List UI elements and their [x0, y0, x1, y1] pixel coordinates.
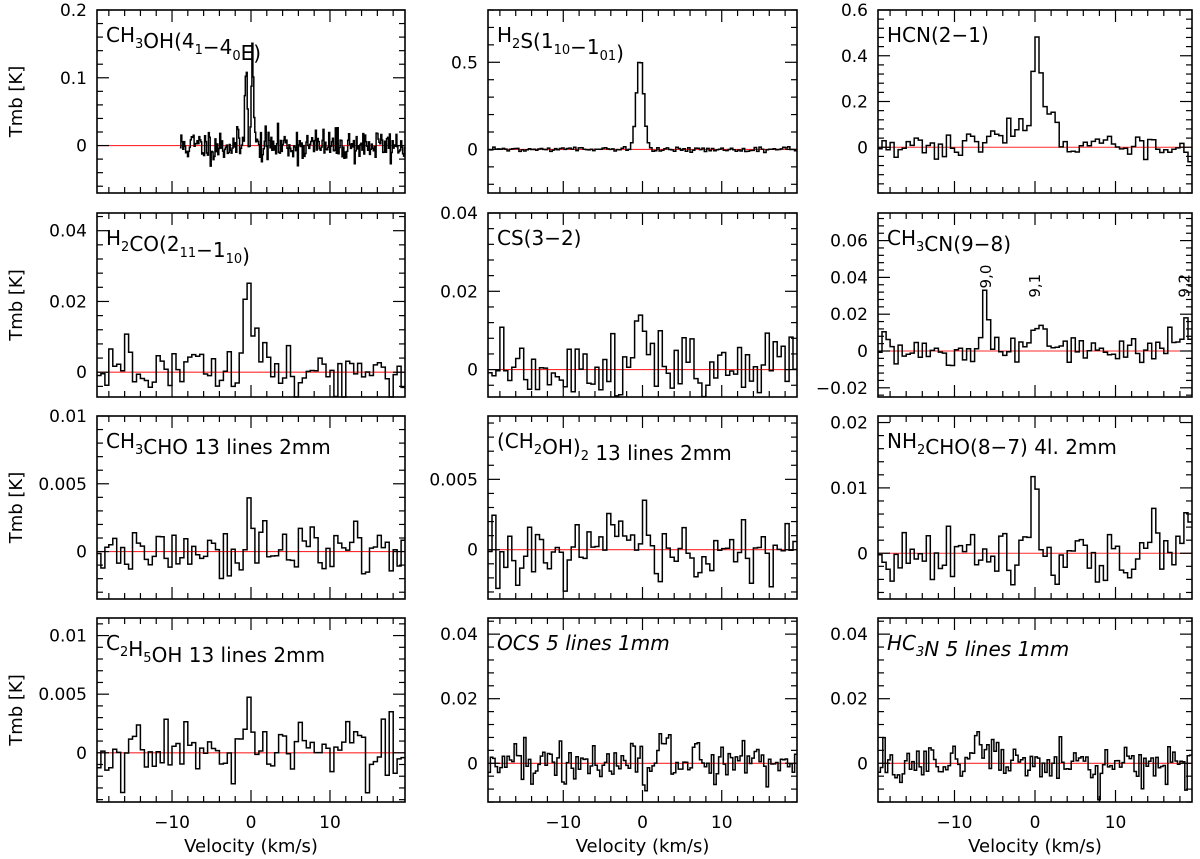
y-tick-label: 0.005 — [38, 685, 87, 705]
x-tick-label: 0 — [1030, 813, 1041, 833]
y-tick-label: 0 — [76, 543, 87, 563]
y-tick-label: −0.02 — [816, 379, 868, 399]
y-tick-label: 0.4 — [841, 47, 868, 67]
spectrum-line — [878, 36, 1192, 163]
panel-h2co: 0 0.02 0.04 Tmb [K] H2CO(211−110) — [6, 212, 406, 398]
y-tick-label: 0 — [76, 744, 87, 764]
panel-title: HCN(2−1) — [887, 23, 989, 47]
panel-ch3cho: 0 0.005 0.01 Tmb [K] CH3CHO 13 lines 2mm — [6, 407, 406, 600]
y-tick-label: 0 — [857, 138, 868, 158]
y-tick-label: 0.04 — [440, 204, 478, 224]
x-tick-label: −10 — [154, 813, 190, 833]
y-tick-label: 0 — [857, 544, 868, 564]
y-tick-label: 0.2 — [841, 93, 868, 113]
y-tick-label: 0 — [76, 363, 87, 383]
y-tick-label: 0.02 — [49, 292, 87, 312]
x-tick-label: 10 — [319, 813, 341, 833]
y-tick-label: 0.02 — [830, 690, 868, 710]
spectrum-line — [97, 282, 405, 398]
y-tick-label: 0 — [467, 754, 478, 774]
y-tick-label: 0.6 — [841, 1, 868, 21]
x-axis-label: Velocity (km/s) — [184, 836, 318, 857]
spectrum-line — [488, 732, 797, 792]
y-tick-label: 0.06 — [830, 232, 868, 252]
panel-title: HC3N 5 lines 1mm — [887, 631, 1069, 661]
y-tick-label: 0.01 — [830, 479, 868, 499]
panel-ch3oh: 0 0.1 0.2 Tmb [K] CH3OH(41−40E) — [6, 1, 406, 194]
component-label: 9,1 — [1026, 274, 1044, 298]
y-tick-label: 0.02 — [830, 305, 868, 325]
spectrum-line — [179, 42, 406, 167]
y-tick-label: 0.5 — [451, 53, 478, 73]
y-tick-label: 0.01 — [49, 407, 87, 427]
y-tick-label: 0.02 — [440, 690, 478, 710]
panel-title: CH3OH(41−40E) — [106, 23, 261, 65]
y-tick-label: 0.02 — [830, 414, 868, 434]
y-tick-label: 0.04 — [49, 222, 87, 242]
y-tick-label: 0.1 — [60, 69, 87, 89]
y-tick-label: 0.04 — [830, 625, 868, 645]
panel-title: NH2CHO(8−7) 4l. 2mm — [887, 429, 1117, 459]
y-tick-label: 0.02 — [440, 282, 478, 302]
panel-title: CS(3−2) — [497, 226, 581, 250]
y-tick-label: 0.04 — [440, 625, 478, 645]
y-tick-label: 0.005 — [429, 470, 478, 490]
panel-title: CH3CN(9−8) — [887, 226, 1011, 256]
panel-title: C2H5OH 13 lines 2mm — [106, 631, 325, 667]
panel-title: H2S(110−101) — [497, 23, 624, 65]
y-axis-label: Tmb [K] — [6, 472, 27, 545]
y-tick-label: 0 — [467, 361, 478, 381]
spectrum-line — [878, 289, 1192, 367]
panel-cs: 0 0.02 0.04 CS(3−2) — [440, 204, 798, 398]
spectrum-line — [488, 499, 797, 592]
x-tick-label: −10 — [545, 813, 581, 833]
panel-nh2cho: 0 0.01 0.02 NH2CHO(8−7) 4l. 2mm — [830, 414, 1193, 600]
x-tick-label: 0 — [246, 813, 257, 833]
panel-title: OCS 5 lines 1mm — [497, 631, 670, 655]
panel-hcn: 0 0.2 0.4 0.6 HCN(2−1) — [841, 1, 1193, 194]
x-axis-label: Velocity (km/s) — [576, 836, 710, 857]
panel-title: CH3CHO 13 lines 2mm — [106, 429, 331, 459]
y-tick-label: 0 — [76, 137, 87, 157]
spectrum-line — [488, 314, 797, 398]
x-tick-label: 0 — [637, 813, 648, 833]
y-tick-label: 0.005 — [38, 475, 87, 495]
y-axis-label: Tmb [K] — [6, 66, 27, 139]
y-tick-label: 0.2 — [60, 1, 87, 21]
y-tick-label: 0.04 — [830, 268, 868, 288]
y-tick-label: 0 — [857, 342, 868, 362]
component-label: 9,2 — [1176, 274, 1194, 298]
spectrum-line — [488, 61, 797, 154]
x-tick-label: 10 — [1105, 813, 1127, 833]
y-tick-label: 0.01 — [49, 627, 87, 647]
component-label: 9,0 — [977, 265, 995, 289]
spectrum-line — [97, 696, 405, 794]
y-axis-label: Tmb [K] — [6, 269, 27, 342]
panel-title: H2CO(211−110) — [106, 226, 250, 268]
y-tick-label: 0 — [467, 140, 478, 160]
panel-ch3cn: −0.02 0 0.02 0.04 0.06 CH3CN(9−8) 9,0 9,1 9,2 — [816, 212, 1194, 399]
x-tick-label: −10 — [937, 813, 973, 833]
spectrum-line — [878, 730, 1192, 801]
panel-h2s: 0 0.5 H2S(110−101) — [451, 9, 798, 194]
x-tick-label: 10 — [711, 813, 733, 833]
panel-ch2oh2: 0 0.005 (CH2OH)2 13 lines 2mm — [429, 415, 798, 600]
x-axis-label: Velocity (km/s) — [968, 836, 1102, 857]
y-axis-label: Tmb [K] — [6, 674, 27, 747]
y-tick-label: 0 — [467, 541, 478, 561]
y-tick-label: 0 — [857, 754, 868, 774]
panel-title: (CH2OH)2 13 lines 2mm — [497, 429, 732, 465]
spectrum-line — [97, 497, 405, 580]
spectrum-line — [878, 475, 1192, 586]
